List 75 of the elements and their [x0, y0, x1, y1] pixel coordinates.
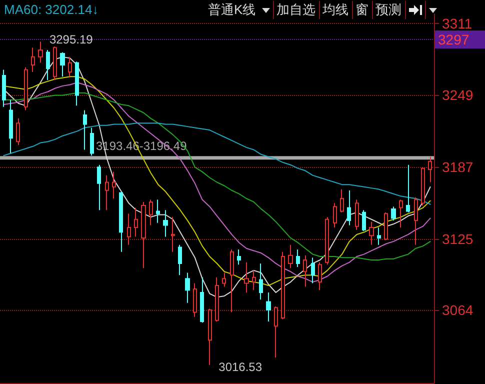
candlestick	[178, 244, 182, 276]
y-tick-label: 3187	[442, 159, 474, 176]
candlestick	[134, 207, 138, 238]
candlestick	[340, 188, 344, 213]
candlestick	[311, 257, 315, 284]
candlestick	[119, 191, 123, 252]
candlestick	[112, 171, 116, 199]
candlestick	[406, 164, 410, 213]
annotation: 3295.19	[49, 32, 94, 47]
candlestick	[46, 49, 50, 81]
candlestick	[391, 206, 396, 222]
y-tick-label: 3125	[442, 231, 474, 248]
candlestick	[97, 164, 101, 211]
annotation: 普通K线	[208, 1, 256, 19]
candlestick	[266, 292, 271, 322]
candlestick	[83, 110, 87, 150]
candlestick	[333, 202, 337, 228]
candlestick	[237, 249, 241, 266]
candlestick	[141, 201, 146, 269]
candlestick	[208, 308, 212, 366]
candlestick	[222, 272, 226, 288]
candlestick	[318, 262, 322, 291]
candlestick	[9, 99, 13, 154]
candlestick	[428, 156, 432, 183]
candlestick	[252, 270, 256, 291]
candlestick	[60, 52, 65, 78]
line-series	[3, 122, 431, 205]
candlestick	[68, 56, 72, 78]
candlestick	[325, 216, 329, 266]
candlestick	[156, 199, 160, 224]
candlestick	[90, 127, 94, 156]
candlestick	[31, 47, 35, 73]
candlestick	[281, 251, 285, 320]
candlestick	[414, 196, 418, 246]
candlestick	[377, 227, 381, 246]
candlestick	[369, 221, 374, 246]
candlestick	[127, 213, 131, 246]
ref-line-label: 3297	[438, 32, 470, 48]
candlestick	[53, 46, 57, 81]
annotation: 均线	[322, 1, 349, 19]
candlestick	[38, 41, 43, 64]
annotation: 3016.53	[218, 360, 262, 374]
candlestick	[384, 212, 388, 241]
candlestick	[362, 210, 366, 232]
candlestick	[200, 276, 204, 324]
candlestick	[24, 66, 28, 111]
candlestick	[2, 69, 6, 108]
y-tick-label: 3311	[442, 15, 472, 32]
candlestick	[16, 118, 20, 146]
candlestick	[75, 61, 79, 106]
text: MA60: 3202.14↓	[4, 2, 99, 18]
candlestick	[230, 249, 234, 313]
candlestick	[171, 216, 175, 252]
candlestick	[193, 282, 197, 318]
candlestick	[149, 199, 153, 226]
candlestick	[105, 174, 109, 211]
candlestick	[259, 262, 263, 300]
candlestick	[347, 190, 351, 226]
candlestick	[163, 210, 168, 238]
annotation: 窗	[356, 1, 369, 19]
candlestick	[296, 249, 300, 268]
line-series	[3, 92, 431, 260]
candlestick	[303, 254, 307, 288]
candlestick	[274, 306, 278, 358]
candlestick	[288, 244, 293, 269]
candlestick	[399, 199, 403, 228]
candlestick	[215, 276, 219, 322]
y-tick-label: 3064	[442, 302, 474, 318]
candlestick	[355, 199, 359, 230]
annotation: 加自选	[276, 1, 316, 19]
candlestick	[185, 272, 190, 304]
annotation: 预测	[376, 1, 402, 19]
candlestick	[244, 262, 249, 293]
candlestick	[421, 166, 425, 206]
y-tick-label: 3249	[442, 87, 474, 104]
